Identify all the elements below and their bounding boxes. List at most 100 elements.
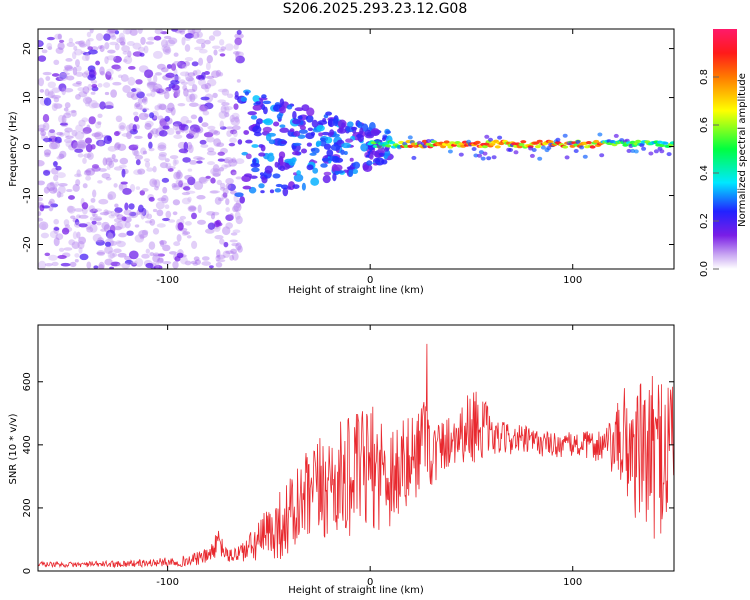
spectral-blob [66,205,74,213]
spectral-blob [322,175,331,184]
spectral-blob [43,149,52,156]
spectral-blob [58,153,65,160]
spectral-blob [659,149,665,154]
spectral-blob [207,161,215,166]
spectral-blob [184,32,194,39]
spectral-blob [219,53,226,57]
spectral-blob [219,186,226,191]
spectral-blob [102,157,108,166]
spectral-blob [118,74,123,78]
spectral-blob [118,232,127,238]
spectral-blob [147,82,156,87]
spectral-blob [198,176,207,183]
spectral-blob [104,105,114,109]
spectral-blob [113,158,119,163]
spectral-blob [357,134,364,143]
spectral-blob [104,258,113,266]
spectral-blob [133,115,140,123]
spectral-blob [118,32,125,42]
spectral-blob [76,169,81,177]
spectral-blob [113,55,122,63]
spectral-blob [49,183,58,189]
spectral-blob [123,55,133,65]
spectral-blob [154,179,161,189]
spectral-blob [153,74,158,83]
spectral-blob [184,126,189,134]
spectral-blob [132,124,137,132]
spectral-blob [165,72,175,78]
spectral-blob [85,175,92,181]
spectral-blob [477,153,483,158]
spectral-blob [205,75,215,80]
spectral-blob [345,138,354,143]
spectral-blob [145,248,150,254]
spectral-blob [49,198,55,205]
spectral-blob [38,40,44,48]
spectral-blob [128,65,136,70]
spectral-blob [98,198,109,205]
spectral-blob [63,107,69,112]
spectral-blob [402,141,408,146]
spectral-blob [190,260,198,265]
spectral-blob [91,164,100,169]
spectral-blob [107,232,114,242]
spectral-blob [148,141,153,149]
spectral-blob [169,155,179,160]
spectral-blob [279,165,286,172]
spectral-blob [116,220,127,229]
spectral-blob [51,94,61,99]
spectral-blob [50,95,57,99]
spectral-blob [152,83,163,92]
spectral-blob [43,186,50,194]
spectral-blob [90,197,96,203]
spectral-blob [258,152,266,157]
spectral-blob [164,115,170,122]
spectral-blob [88,99,98,109]
spectral-blob [194,259,201,265]
spectral-blob [211,211,220,216]
spectral-blob [165,162,172,170]
spectral-blob [256,118,264,125]
spectral-blob [340,149,345,155]
spectral-blob [90,79,98,84]
spectral-blob [107,250,115,260]
spectral-blob [91,132,102,137]
spectral-blob [205,62,211,71]
spectral-blob [169,251,177,255]
spectral-blob [230,232,238,236]
spectral-blob [234,37,242,46]
spectral-blob [200,144,209,148]
spectral-blob [320,137,326,141]
spectral-blob [125,29,131,35]
spectral-blob [46,182,56,191]
spectral-blob [38,77,45,87]
spectral-blob [585,141,592,145]
spectral-blob [297,134,306,139]
spectral-blob [219,182,226,189]
spectral-blob [377,147,386,154]
spectral-blob [145,41,154,45]
spectral-blob [109,41,119,46]
spectral-blob [38,180,45,186]
spectral-blob [141,98,147,103]
spectral-blob [218,72,224,77]
spectral-blob [140,211,145,220]
spectral-blob [109,266,115,269]
spectral-blob [184,174,193,181]
spectral-blob [222,250,231,258]
spectral-blob [75,65,82,72]
spectral-blob [153,50,163,59]
spectral-blob [185,190,196,194]
spectral-blob [201,122,209,128]
spectral-blob [245,139,253,144]
spectral-blob [212,168,222,177]
spectral-blob [82,86,90,95]
spectral-blob [153,252,160,257]
spectral-blob [113,218,123,223]
spectral-blob [83,170,92,176]
spectral-blob [177,29,186,33]
colorbar-ticks: 0.0 0.2 0.4 0.6 0.8 [699,69,719,277]
spectral-blob [491,155,497,160]
spectral-blob [121,132,132,138]
